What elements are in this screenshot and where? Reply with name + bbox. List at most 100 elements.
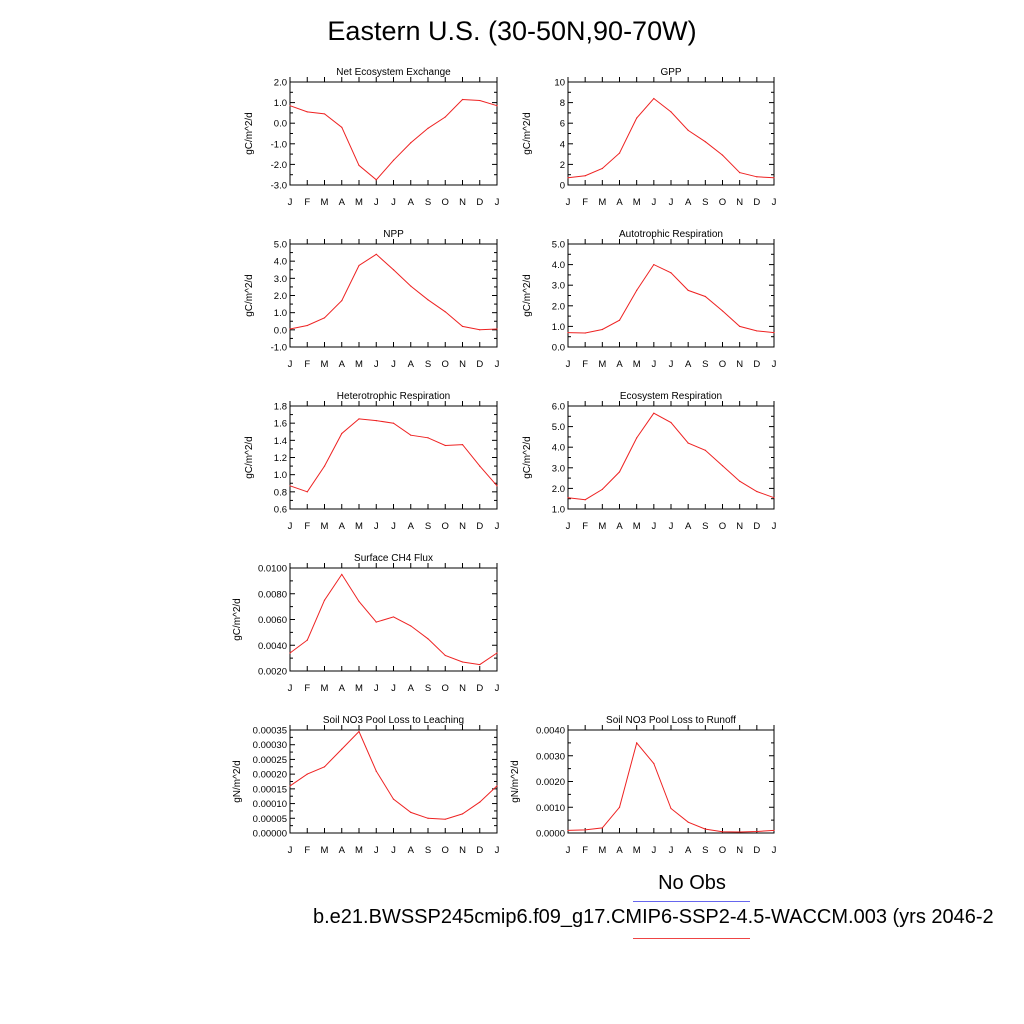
x-tick-label: O	[719, 845, 726, 856]
y-axis-label: gC/m^2/d	[522, 436, 533, 479]
data-point	[479, 99, 481, 102]
x-tick-label: A	[408, 359, 415, 370]
x-tick-label: A	[685, 359, 692, 370]
x-tick-label: J	[669, 521, 674, 532]
panel-3: Autotrophic Respiration gC/m^2/d 0.0 1.0 2.0…	[522, 229, 777, 370]
x-tick-label: F	[304, 359, 310, 370]
x-tick-label: F	[582, 197, 588, 208]
data-point	[704, 295, 706, 298]
data-point	[306, 111, 308, 113]
data-point	[392, 269, 395, 271]
x-tick-label: J	[288, 845, 293, 856]
series-line	[289, 253, 498, 331]
y-tick-label: 3.0	[552, 281, 565, 292]
data-point	[427, 127, 429, 129]
y-tick-label: 0.00000	[253, 829, 287, 840]
x-tick-label: J	[651, 197, 656, 208]
data-point	[479, 465, 481, 467]
x-tick-label: J	[669, 845, 674, 856]
data-point	[687, 821, 689, 823]
y-tick-label: 3.0	[274, 274, 287, 285]
data-point	[479, 801, 481, 803]
x-tick-label: M	[355, 197, 363, 208]
panel-title: GPP	[660, 67, 681, 78]
data-point	[375, 621, 377, 623]
y-tick-label: -2.0	[271, 160, 287, 171]
panel-title: Net Ecosystem Exchange	[336, 67, 451, 78]
data-point	[739, 172, 741, 174]
y-tick-label: 4.0	[552, 260, 565, 271]
data-point	[773, 497, 775, 499]
x-tick-label: M	[355, 845, 363, 856]
series-line	[289, 730, 498, 820]
y-tick-label: 2.0	[274, 78, 287, 89]
x-tick-label: J	[374, 683, 379, 694]
y-tick-label: 0.0040	[536, 726, 565, 737]
x-tick-label: J	[391, 521, 396, 532]
data-point	[721, 465, 724, 467]
x-tick-label: M	[321, 683, 329, 694]
panel-title: NPP	[383, 229, 404, 240]
data-point	[392, 798, 395, 800]
x-tick-label: J	[288, 521, 293, 532]
data-point	[636, 117, 638, 119]
x-tick-label: M	[633, 521, 641, 532]
plot-frame	[289, 729, 498, 834]
y-tick-label: 0.00010	[253, 799, 287, 810]
panel-title: Soil NO3 Pool Loss to Leaching	[323, 715, 464, 726]
x-tick-label: J	[288, 197, 293, 208]
y-tick-label: 4	[560, 139, 565, 150]
x-tick-label: A	[616, 521, 623, 532]
data-point	[584, 175, 586, 177]
data-point	[687, 129, 689, 132]
x-tick-label: A	[408, 845, 415, 856]
x-tick-label: M	[355, 359, 363, 370]
data-point	[496, 485, 498, 487]
y-tick-label: 0.0	[274, 325, 287, 336]
x-tick-label: J	[566, 359, 571, 370]
y-tick-label: 6	[560, 119, 565, 130]
data-point	[704, 828, 706, 830]
x-tick-label: O	[442, 845, 449, 856]
x-tick-label: O	[442, 521, 449, 532]
x-tick-label: S	[702, 197, 708, 208]
data-point	[601, 328, 603, 331]
x-tick-label: J	[772, 521, 777, 532]
x-tick-label: F	[304, 521, 310, 532]
data-point	[289, 785, 291, 787]
data-point	[410, 142, 412, 144]
x-tick-label: S	[425, 683, 431, 694]
series-line	[567, 97, 775, 179]
data-point	[392, 159, 395, 161]
x-tick-label: F	[582, 845, 588, 856]
panel-0: Net Ecosystem Exchange gC/m^2/d -3.0 -2.0 -1…	[244, 67, 500, 208]
data-point	[739, 480, 741, 482]
data-point	[444, 116, 446, 118]
x-tick-label: D	[476, 683, 483, 694]
data-point	[670, 421, 672, 424]
data-point	[584, 499, 586, 501]
y-tick-label: 0.00005	[253, 814, 287, 825]
data-point	[567, 497, 569, 499]
y-tick-label: 0.0000	[536, 829, 565, 840]
panel-title: Ecosystem Respiration	[620, 391, 722, 402]
data-point	[756, 330, 758, 332]
data-point	[392, 616, 395, 618]
data-point	[323, 113, 326, 115]
x-tick-label: J	[288, 683, 293, 694]
x-tick-label: N	[459, 359, 466, 370]
x-tick-label: N	[736, 845, 743, 856]
x-tick-label: A	[685, 845, 692, 856]
data-point	[636, 742, 638, 744]
x-tick-label: J	[391, 197, 396, 208]
x-tick-label: S	[425, 197, 431, 208]
data-point	[618, 152, 621, 154]
series-line	[289, 98, 498, 181]
y-tick-label: 1.6	[274, 419, 287, 430]
x-tick-label: O	[719, 521, 726, 532]
data-point	[653, 97, 655, 100]
y-axis-label: gC/m^2/d	[522, 274, 533, 317]
data-point	[306, 324, 308, 327]
x-tick-label: A	[339, 359, 346, 370]
